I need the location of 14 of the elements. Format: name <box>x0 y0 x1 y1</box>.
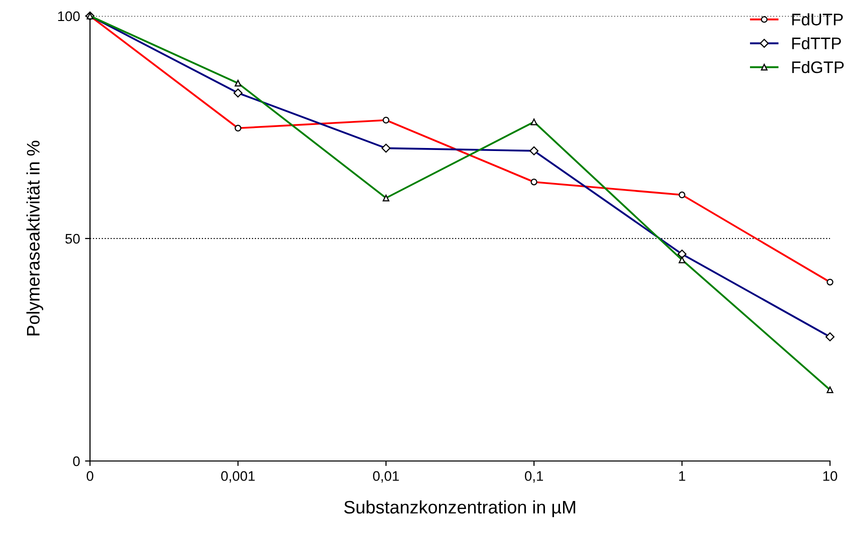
x-axis-title: Substanzkonzentration in µM <box>344 500 576 518</box>
y-tick-label: 50 <box>65 234 80 244</box>
y-tick-label: 100 <box>58 11 80 22</box>
legend-label: FdUTP <box>792 13 843 26</box>
y-axis-title: Polymeraseaktivität in % <box>26 140 44 336</box>
legend-label: FdGTP <box>792 60 844 74</box>
x-tick-label: 0,1 <box>524 471 543 483</box>
x-tick-label: 0 <box>86 471 94 481</box>
y-tick-label: 0 <box>73 456 80 466</box>
x-tick-label: 0,001 <box>221 471 255 483</box>
x-tick-label: 0,01 <box>373 471 399 483</box>
legend-label: FdTTP <box>792 37 841 50</box>
x-tick-label: 1 <box>679 471 686 481</box>
x-tick-label: 10 <box>823 471 838 481</box>
